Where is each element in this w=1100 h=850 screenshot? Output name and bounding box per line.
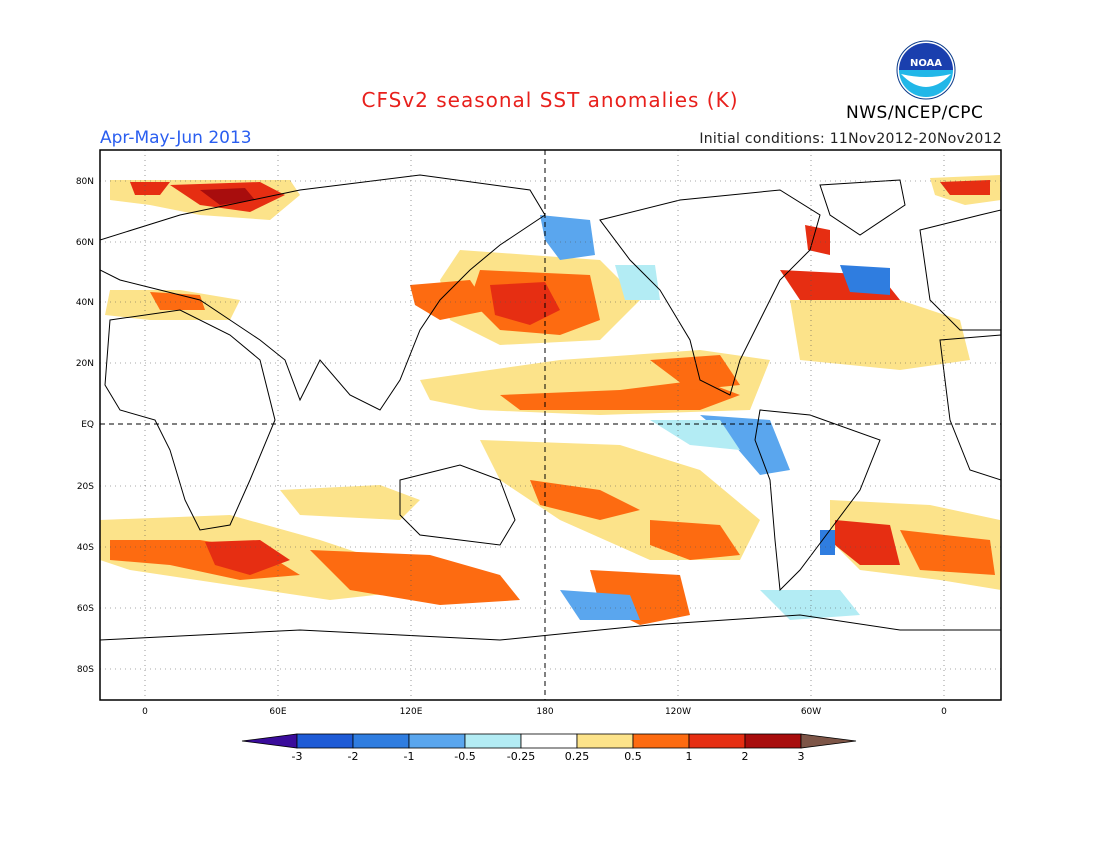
colorbar-box	[352, 733, 410, 749]
lon-label: 0	[142, 707, 148, 717]
map-title: CFSv2 seasonal SST anomalies (K)	[361, 88, 739, 112]
anomaly-region	[650, 520, 740, 560]
colorbar-label: 1	[686, 750, 693, 763]
anomaly-region	[615, 265, 660, 300]
lat-label: 20S	[77, 482, 94, 492]
colorbar-box	[632, 733, 690, 749]
lon-label: 120E	[400, 707, 423, 717]
anomaly-region	[940, 180, 990, 195]
anomaly-region	[410, 280, 490, 320]
agency-label: NWS/NCEP/CPC	[846, 103, 984, 123]
coastlines	[100, 174, 1001, 641]
lat-label: 80N	[76, 177, 94, 187]
colorbar: -3 -2 -1 -0.5 -0.25 0.25 0.5 1 2 3	[241, 733, 857, 763]
anomaly-region	[310, 550, 520, 605]
colorbar-label: 0.5	[624, 750, 642, 763]
south-america-coastline	[754, 409, 881, 592]
anomaly-region	[150, 292, 205, 310]
colorbar-label: 2	[742, 750, 749, 763]
lon-label: 180	[536, 707, 553, 717]
anomaly-region	[650, 420, 740, 450]
forecast-period: Apr-May-Jun 2013	[100, 128, 252, 148]
colorbar-min-arrow	[241, 733, 298, 749]
lat-label: EQ	[81, 420, 94, 430]
anomaly-region	[200, 188, 255, 205]
colorbar-box	[520, 733, 578, 749]
colorbar-label: -3	[292, 750, 303, 763]
initial-conditions: Initial conditions: 11Nov2012-20Nov2012	[699, 131, 1002, 147]
anomaly-field	[100, 175, 1001, 625]
greenland-coastline	[819, 179, 906, 236]
africa-coastline-east	[939, 334, 1001, 481]
anomaly-region	[820, 530, 835, 555]
colorbar-box	[296, 733, 354, 749]
colorbar-label: -0.5	[454, 750, 475, 763]
anomaly-region	[760, 590, 860, 620]
colorbar-labels: -3 -2 -1 -0.5 -0.25 0.25 0.5 1 2 3	[292, 750, 805, 763]
anomaly-region	[560, 590, 640, 620]
north-america-coastline	[599, 189, 821, 396]
anomaly-region	[205, 540, 290, 575]
colorbar-label: -2	[348, 750, 359, 763]
colorbar-box	[408, 733, 466, 749]
colorbar-max-arrow	[800, 733, 857, 749]
lon-label: 0	[941, 707, 947, 717]
latitude-labels: 80N 60N 40N 20N EQ 20S 40S 60S 80S	[76, 177, 94, 675]
lat-label: 60N	[76, 238, 94, 248]
lat-label: 40S	[77, 543, 94, 553]
anomaly-region	[130, 182, 170, 195]
colorbar-label: -0.25	[507, 750, 535, 763]
colorbar-label: 3	[798, 750, 805, 763]
anomaly-region	[835, 520, 900, 565]
anomaly-region	[280, 485, 420, 520]
lat-label: 60S	[77, 604, 94, 614]
australia-coastline	[399, 464, 516, 546]
eurasia-coastline	[100, 174, 546, 411]
colorbar-box	[464, 733, 522, 749]
lat-label: 20N	[76, 359, 94, 369]
anomaly-region	[500, 380, 740, 410]
lon-label: 120W	[665, 707, 691, 717]
colorbar-boxes	[241, 733, 857, 749]
map-frame	[99, 149, 1002, 701]
anomaly-region	[840, 265, 890, 295]
anomaly-region	[540, 215, 595, 260]
anomaly-region	[650, 355, 740, 390]
sst-anomaly-map: 80N 60N 40N 20N EQ 20S 40S 60S 80S 0 60E…	[76, 149, 1002, 717]
anomaly-region	[805, 225, 830, 255]
anomaly-region	[900, 530, 995, 575]
reference-lines	[100, 150, 1001, 700]
africa-coastline	[104, 309, 276, 531]
longitude-labels: 0 60E 120E 180 120W 60W 0	[142, 707, 947, 717]
colorbar-box	[576, 733, 634, 749]
colorbar-label: -1	[404, 750, 415, 763]
lat-label: 80S	[77, 665, 94, 675]
europe-coastline	[919, 209, 1001, 331]
colorbar-box	[688, 733, 746, 749]
logo-text: NOAA	[910, 58, 942, 69]
graticule	[100, 150, 1001, 700]
antarctica-coastline	[100, 614, 1001, 641]
lon-label: 60W	[801, 707, 821, 717]
colorbar-label: 0.25	[565, 750, 590, 763]
noaa-logo: NOAA	[896, 40, 956, 100]
colorbar-box	[744, 733, 802, 749]
anomaly-region	[790, 300, 970, 370]
lat-label: 40N	[76, 298, 94, 308]
lon-label: 60E	[269, 707, 286, 717]
anomaly-region	[530, 480, 640, 520]
anomaly-region	[490, 282, 560, 325]
